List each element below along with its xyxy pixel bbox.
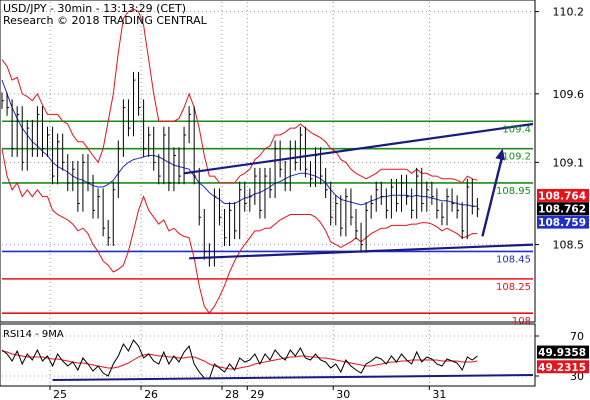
chart-title: USD/JPY - 30min - 13:13:29 (CET) [3,2,186,15]
level-label-0: 109.4 [502,124,531,135]
rsi-tag-box-0 [537,345,589,359]
rsi-tag-box-1 [537,360,589,374]
price-tag-box-1 [537,202,589,216]
price-tag-text-2: 108.759 [538,217,586,229]
rsi-trendline [52,374,534,381]
price-tick-label-0: 110.2 [553,6,585,19]
forecast-arrow [481,148,506,237]
level-label-2: 108.95 [496,186,531,197]
level-label-5: 108 [512,316,531,327]
price-tick-label-3: 108.5 [553,239,585,252]
bollinger-bands [1,8,478,314]
time-tick-label-0: 25 [53,388,67,400]
rsi-tag-text-1: 49.2315 [538,362,586,374]
time-tick-label-5: 31 [432,388,446,400]
price-tag-box-0 [537,188,589,202]
time-tick-label-2: 28 [225,388,239,400]
level-labels: 109.4 109.2 108.95 108.45 108.25 108 [496,124,531,327]
price-tag-box-2 [537,215,589,229]
channel-lower-line [189,243,534,260]
support-resistance-levels [2,120,533,314]
rsi-lines [1,339,534,381]
bollinger-upper-line [1,8,478,184]
time-axis: 25 26 28 29 30 31 [49,386,446,400]
rsi-title: RSI14 - 9MA [3,329,64,340]
trend-channel [183,122,534,260]
price-tick-label-1: 109.6 [553,88,585,101]
forecast-arrow-head [495,148,506,161]
rsi-tag-text-0: 49.9358 [538,347,586,359]
time-tick-label-4: 30 [336,388,350,400]
channel-upper-line [183,122,534,175]
price-axis: 110.2 109.6 109.1 108.5 [535,6,584,252]
bollinger-lower-line [1,148,478,314]
rsi-line [1,339,478,380]
level-label-3: 108.45 [496,254,531,265]
price-tag-text-0: 108.764 [538,190,586,202]
level-label-1: 109.2 [502,152,531,163]
price-tick-label-2: 109.1 [553,156,585,169]
level-label-4: 108.25 [496,282,531,293]
forecast-arrow-shaft [481,154,504,237]
chart-copyright: Research © 2018 TRADING CENTRAL [3,14,208,27]
rsi-tick-label-0: 70 [570,330,584,343]
time-tick-label-1: 26 [144,388,158,400]
price-tag-text-1: 108.762 [538,204,586,216]
rsi-grid [2,326,533,384]
main-grid [2,2,533,320]
time-tick-label-3: 29 [250,388,264,400]
